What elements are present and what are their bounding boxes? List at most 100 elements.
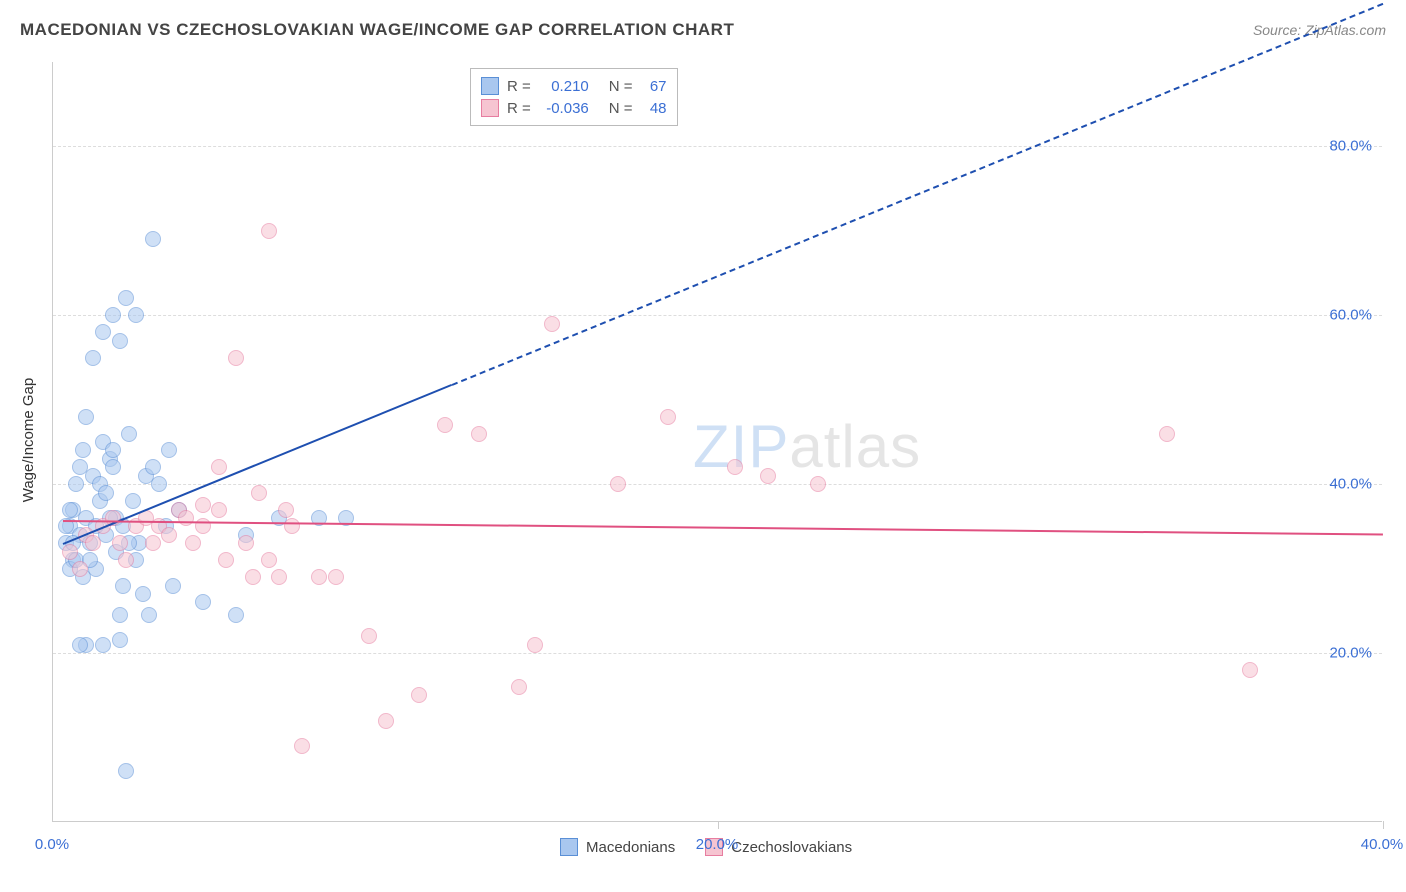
scatter-point: [228, 607, 244, 623]
legend-label: Czechoslovakians: [731, 839, 852, 856]
scatter-point: [361, 628, 377, 644]
scatter-point: [78, 409, 94, 425]
x-tick: [1383, 821, 1384, 829]
scatter-point: [85, 535, 101, 551]
y-tick-label: 20.0%: [1329, 645, 1372, 662]
scatter-point: [251, 485, 267, 501]
chart-title: MACEDONIAN VS CZECHOSLOVAKIAN WAGE/INCOM…: [20, 20, 734, 40]
scatter-point: [511, 679, 527, 695]
scatter-point: [72, 561, 88, 577]
legend-row: R = -0.036 N = 48: [481, 97, 667, 119]
scatter-point: [195, 497, 211, 513]
r-value: -0.036: [539, 100, 589, 117]
scatter-point: [261, 223, 277, 239]
scatter-point: [660, 409, 676, 425]
scatter-point: [238, 535, 254, 551]
scatter-point: [178, 510, 194, 526]
scatter-point: [211, 459, 227, 475]
y-tick-label: 80.0%: [1329, 138, 1372, 155]
scatter-point: [727, 459, 743, 475]
scatter-point: [145, 231, 161, 247]
scatter-point: [145, 459, 161, 475]
scatter-point: [112, 607, 128, 623]
scatter-point: [112, 632, 128, 648]
legend-label: Macedonians: [586, 839, 675, 856]
scatter-point: [141, 607, 157, 623]
scatter-point: [98, 485, 114, 501]
n-label: N =: [609, 100, 633, 117]
scatter-point: [145, 535, 161, 551]
scatter-point: [294, 738, 310, 754]
trend-line: [63, 520, 1383, 536]
scatter-point: [85, 350, 101, 366]
scatter-point: [195, 594, 211, 610]
legend-swatch: [481, 77, 499, 95]
scatter-plot: ZIPatlas 20.0%40.0%60.0%80.0%: [52, 62, 1382, 822]
x-tick-label: 20.0%: [696, 836, 739, 853]
scatter-point: [218, 552, 234, 568]
scatter-point: [105, 459, 121, 475]
grid-line: [53, 653, 1382, 654]
x-tick-label: 0.0%: [35, 836, 69, 853]
scatter-point: [62, 502, 78, 518]
r-label: R =: [507, 78, 531, 95]
scatter-point: [185, 535, 201, 551]
r-value: 0.210: [539, 78, 589, 95]
scatter-point: [105, 307, 121, 323]
scatter-point: [68, 476, 84, 492]
scatter-point: [161, 442, 177, 458]
scatter-point: [527, 637, 543, 653]
n-value: 67: [641, 78, 667, 95]
chart-header: MACEDONIAN VS CZECHOSLOVAKIAN WAGE/INCOM…: [20, 20, 1386, 40]
scatter-point: [105, 442, 121, 458]
scatter-point: [135, 586, 151, 602]
scatter-point: [115, 578, 131, 594]
x-tick: [718, 821, 719, 829]
scatter-point: [610, 476, 626, 492]
grid-line: [53, 484, 1382, 485]
scatter-point: [328, 569, 344, 585]
scatter-point: [311, 569, 327, 585]
scatter-point: [437, 417, 453, 433]
scatter-point: [1159, 426, 1175, 442]
scatter-point: [118, 552, 134, 568]
scatter-point: [151, 476, 167, 492]
scatter-point: [112, 333, 128, 349]
correlation-legend: R = 0.210 N = 67 R = -0.036 N = 48: [470, 68, 678, 126]
scatter-point: [75, 442, 91, 458]
scatter-point: [760, 468, 776, 484]
scatter-point: [161, 527, 177, 543]
n-value: 48: [641, 100, 667, 117]
scatter-point: [112, 535, 128, 551]
scatter-point: [121, 426, 137, 442]
scatter-point: [95, 637, 111, 653]
n-label: N =: [609, 78, 633, 95]
y-axis-label: Wage/Income Gap: [20, 378, 37, 503]
scatter-point: [278, 502, 294, 518]
scatter-point: [810, 476, 826, 492]
scatter-point: [245, 569, 261, 585]
scatter-point: [284, 518, 300, 534]
watermark-atlas: atlas: [789, 413, 921, 480]
scatter-point: [378, 713, 394, 729]
scatter-point: [544, 316, 560, 332]
grid-line: [53, 315, 1382, 316]
scatter-point: [125, 493, 141, 509]
scatter-point: [211, 502, 227, 518]
grid-line: [53, 146, 1382, 147]
scatter-point: [72, 637, 88, 653]
scatter-point: [228, 350, 244, 366]
scatter-point: [118, 290, 134, 306]
legend-row: R = 0.210 N = 67: [481, 75, 667, 97]
scatter-point: [271, 569, 287, 585]
scatter-point: [165, 578, 181, 594]
legend-swatch: [481, 99, 499, 117]
y-tick-label: 60.0%: [1329, 307, 1372, 324]
r-label: R =: [507, 100, 531, 117]
scatter-point: [128, 307, 144, 323]
scatter-point: [1242, 662, 1258, 678]
legend-item: Macedonians: [560, 838, 675, 856]
trend-line: [452, 3, 1384, 386]
scatter-point: [471, 426, 487, 442]
scatter-point: [411, 687, 427, 703]
